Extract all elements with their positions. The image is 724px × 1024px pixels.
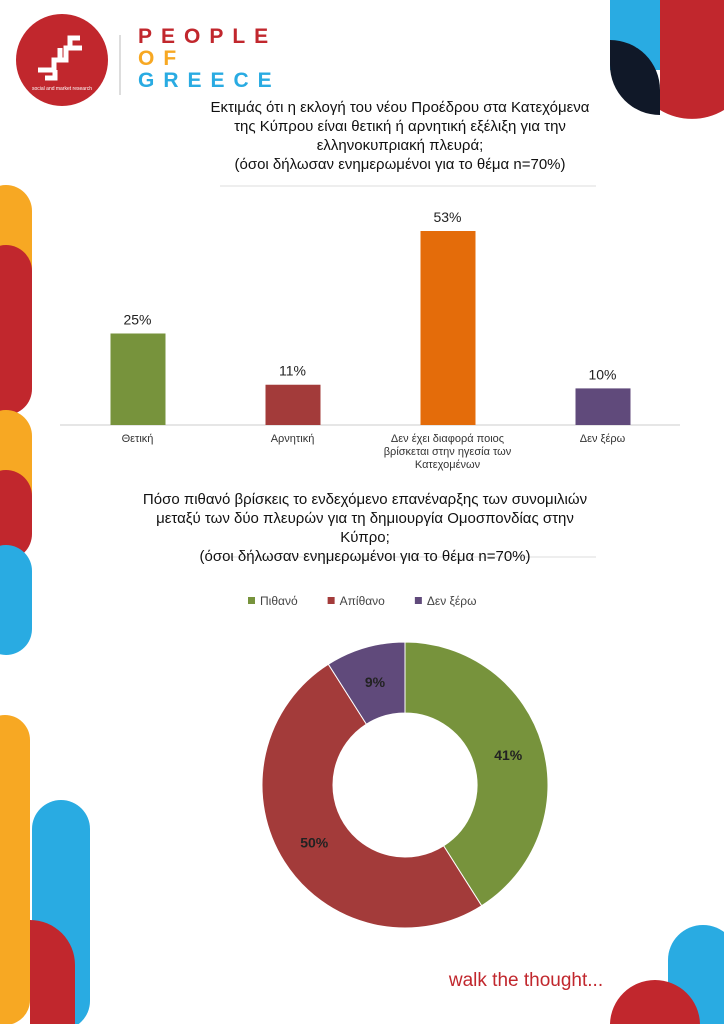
chart-title: Εκτιμάς ότι η εκλογή του νέου Προέδρου σ… bbox=[210, 99, 590, 173]
legend-swatch bbox=[414, 597, 422, 604]
bar bbox=[110, 333, 166, 425]
brand-line: OF bbox=[138, 47, 186, 70]
decor-shape bbox=[0, 245, 32, 415]
pie-slice bbox=[261, 663, 483, 929]
x-tick-label: Αρνητική bbox=[270, 433, 315, 445]
brand-line: PEOPLE bbox=[138, 25, 278, 48]
data-label: 50% bbox=[300, 835, 329, 851]
brand: PEOPLE OF GREECE bbox=[138, 26, 281, 92]
decor-shape bbox=[610, 979, 700, 1024]
legend-label: Δεν ξέρω bbox=[427, 594, 477, 608]
x-tick-label: Θετική bbox=[121, 433, 154, 445]
data-label: 53% bbox=[433, 209, 461, 225]
logo-mark bbox=[38, 35, 82, 81]
decor-shape bbox=[0, 470, 32, 560]
pie-slice bbox=[404, 641, 549, 907]
brand-line: GREECE bbox=[138, 69, 281, 92]
bar bbox=[420, 231, 476, 425]
legend-swatch bbox=[248, 597, 255, 604]
bar bbox=[265, 384, 321, 425]
bar bbox=[575, 388, 631, 425]
x-tick-label: Δεν ξέρω bbox=[579, 433, 626, 445]
data-label: 9% bbox=[365, 674, 386, 690]
footer: walk the thought... bbox=[448, 970, 603, 991]
data-label: 10% bbox=[588, 366, 616, 382]
legend-label: Απίθανο bbox=[340, 594, 386, 608]
decor-shape bbox=[30, 920, 75, 1024]
data-label: 41% bbox=[494, 747, 523, 763]
legend-label: Πιθανό bbox=[260, 594, 298, 608]
pie-slice bbox=[327, 641, 406, 725]
legend-swatch bbox=[327, 597, 335, 604]
data-label: 25% bbox=[123, 311, 151, 327]
decor-shape bbox=[610, 40, 660, 115]
data-label: 11% bbox=[279, 363, 306, 379]
chart-title: Πόσο πιθανό βρίσκεις το ενδεχόμενο επανέ… bbox=[142, 491, 588, 565]
x-tick-label: Δεν έχει διαφορά ποιος βρίσκεται στην ηγ… bbox=[383, 433, 512, 471]
decor-shape bbox=[660, 0, 724, 119]
decor-shape bbox=[0, 545, 32, 655]
tagline: social and market research bbox=[32, 86, 92, 92]
decor-shape bbox=[0, 715, 30, 1024]
